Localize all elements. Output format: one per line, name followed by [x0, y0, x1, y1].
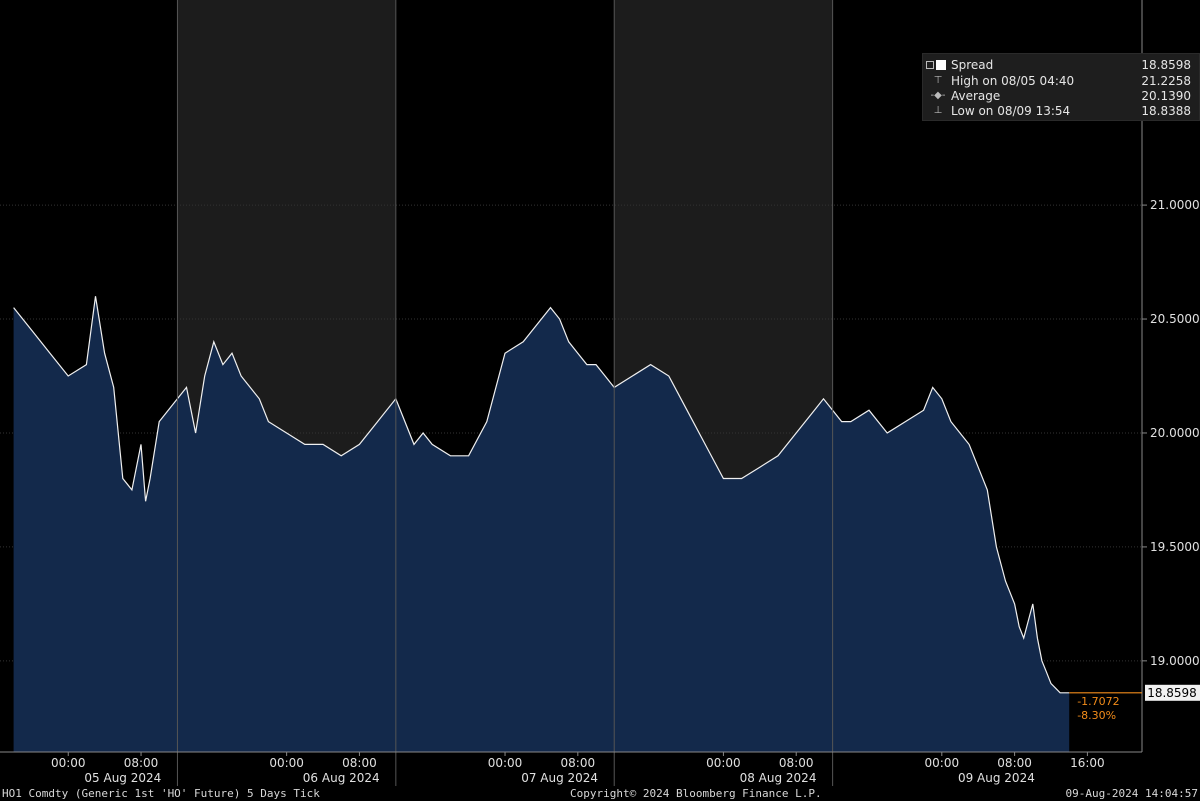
- high-marker-icon: ⊤: [933, 75, 943, 86]
- y-tick-label-4: 21.0000: [1150, 198, 1200, 212]
- series-area-spread: [13, 296, 1070, 752]
- day-label-0: 05 Aug 2024: [84, 771, 161, 785]
- legend-series-value: 18.8598: [1141, 58, 1191, 72]
- footer-timestamp: 09-Aug-2024 14:04:57: [1065, 787, 1198, 800]
- footer-copyright: Copyright© 2024 Bloomberg Finance L.P.: [570, 787, 822, 800]
- y-tick-label-0: 19.0000: [1150, 654, 1200, 668]
- legend-row-high: ⊤ High on 08/05 04:40 21.2258: [923, 73, 1199, 89]
- legend-row-low: ⊥ Low on 08/09 13:54 18.8388: [923, 103, 1199, 119]
- change-pct-label: -8.30%: [1077, 709, 1116, 722]
- x-tick-label-2: 00:00: [269, 756, 304, 770]
- low-marker-icon: ⊥: [933, 105, 943, 116]
- x-tick-label-8: 00:00: [925, 756, 960, 770]
- series-line-spread: [13, 296, 1070, 694]
- last-value-box: [1145, 684, 1200, 701]
- y-tick-label-2: 20.0000: [1150, 426, 1200, 440]
- day-label-2: 07 Aug 2024: [521, 771, 598, 785]
- x-tick-label-7: 08:00: [779, 756, 814, 770]
- legend-average-value: 20.1390: [1141, 89, 1191, 103]
- average-marker-icon: -◆-: [930, 90, 946, 101]
- x-tick-label-1: 08:00: [124, 756, 159, 770]
- x-tick-label-10: 16:00: [1070, 756, 1105, 770]
- change-abs-label: -1.7072: [1077, 695, 1119, 708]
- x-tick-label-9: 08:00: [997, 756, 1032, 770]
- legend-row-average: -◆- Average 20.1390: [923, 88, 1199, 104]
- x-tick-label-4: 00:00: [488, 756, 523, 770]
- legend-high-value: 21.2258: [1141, 74, 1191, 88]
- legend-low-value: 18.8388: [1141, 104, 1191, 118]
- legend-collapse-icon[interactable]: [926, 61, 934, 69]
- legend-average-label: Average: [951, 89, 1001, 103]
- legend-high-label: High on 08/05 04:40: [951, 74, 1075, 88]
- footer-security-description: HO1 Comdty (Generic 1st 'HO' Future) 5 D…: [2, 787, 320, 800]
- legend-swatch-spread: [936, 60, 946, 70]
- y-tick-label-1: 19.5000: [1150, 540, 1200, 554]
- day-label-4: 09 Aug 2024: [958, 771, 1035, 785]
- x-tick-label-6: 00:00: [706, 756, 741, 770]
- x-tick-label-0: 00:00: [51, 756, 86, 770]
- x-tick-label-5: 08:00: [561, 756, 596, 770]
- legend-low-label: Low on 08/09 13:54: [951, 104, 1071, 118]
- day-label-1: 06 Aug 2024: [303, 771, 380, 785]
- legend-row-spread: Spread 18.8598: [923, 57, 1199, 73]
- legend-series-name: Spread: [951, 58, 994, 72]
- y-tick-label-3: 20.5000: [1150, 312, 1200, 326]
- day-label-3: 08 Aug 2024: [740, 771, 817, 785]
- x-tick-label-3: 08:00: [342, 756, 377, 770]
- chart-legend: Spread 18.8598 ⊤ High on 08/05 04:40 21.…: [922, 53, 1200, 121]
- last-value-label: 18.8598: [1147, 686, 1197, 700]
